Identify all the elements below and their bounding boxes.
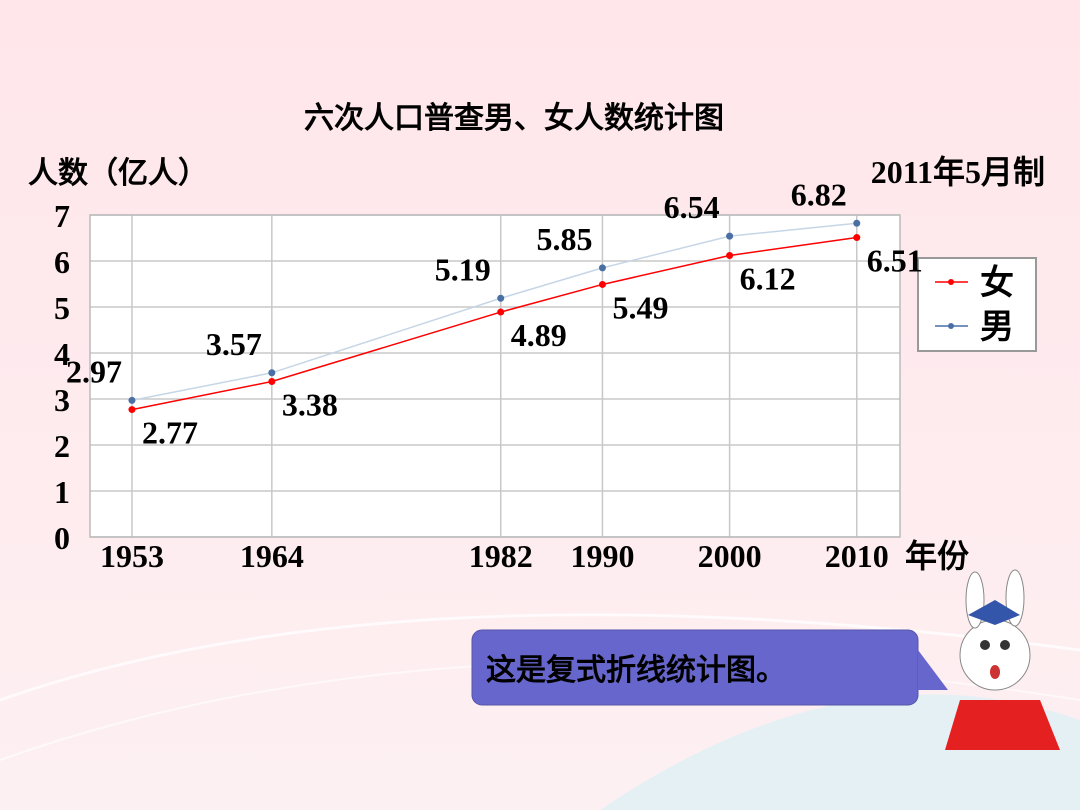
data-point xyxy=(128,396,136,404)
legend-marker xyxy=(948,323,954,329)
data-point xyxy=(497,294,505,302)
x-tick-label: 1990 xyxy=(570,538,634,574)
bubble-tail xyxy=(918,650,948,690)
y-tick-label: 6 xyxy=(54,244,70,280)
data-label: 6.54 xyxy=(664,189,720,225)
series-line xyxy=(131,236,857,411)
chart-title: 六次人口普查男、女人数统计图 xyxy=(304,101,724,136)
y-axis-label: 人数（亿人） xyxy=(28,156,208,191)
y-tick-label: 4 xyxy=(54,336,70,372)
x-tick-label: 1964 xyxy=(240,538,304,574)
speech-text: 这是复式折线统计图。 xyxy=(486,653,786,688)
data-point xyxy=(497,308,505,316)
data-label: 3.38 xyxy=(282,387,338,423)
plot-area xyxy=(90,215,900,537)
data-label: 6.12 xyxy=(740,260,796,296)
data-point xyxy=(726,232,734,240)
data-label: 5.85 xyxy=(536,221,592,257)
rabbit xyxy=(945,569,1060,750)
data-point xyxy=(726,251,734,259)
plot-border xyxy=(89,214,901,538)
legend-label: 男 xyxy=(980,307,1014,347)
x-tick-label: 2000 xyxy=(698,538,762,574)
y-tick-label: 2 xyxy=(54,428,70,464)
data-label: 6.51 xyxy=(867,243,923,279)
x-tick-label: 1953 xyxy=(100,538,164,574)
y-tick-label: 3 xyxy=(54,382,70,418)
data-label: 2.77 xyxy=(142,415,198,451)
data-label: 5.19 xyxy=(435,251,491,287)
data-point xyxy=(598,280,606,288)
x-axis-label: 年份 xyxy=(905,537,969,575)
data-label: 5.49 xyxy=(612,289,668,325)
data-point xyxy=(268,369,276,377)
data-point xyxy=(853,219,861,227)
series-line xyxy=(131,222,857,402)
data-point xyxy=(598,264,606,272)
data-label: 3.57 xyxy=(206,326,262,362)
legend-marker xyxy=(948,279,954,285)
data-point xyxy=(268,378,276,386)
data-label: 4.89 xyxy=(511,317,567,353)
note: 2011年5月制 xyxy=(871,154,1045,190)
data-point xyxy=(853,234,861,242)
x-tick-label: 2010 xyxy=(825,538,889,574)
data-point xyxy=(128,406,136,414)
x-tick-label: 1982 xyxy=(469,538,533,574)
data-label: 6.82 xyxy=(791,176,847,212)
data-label: 2.97 xyxy=(66,353,122,389)
legend-label: 女 xyxy=(980,263,1014,303)
y-tick-label: 1 xyxy=(54,474,70,510)
decor xyxy=(0,613,1080,702)
y-tick-label: 0 xyxy=(54,520,70,556)
y-tick-label: 5 xyxy=(54,290,70,326)
y-tick-label: 7 xyxy=(54,198,70,234)
legend xyxy=(917,257,1037,352)
